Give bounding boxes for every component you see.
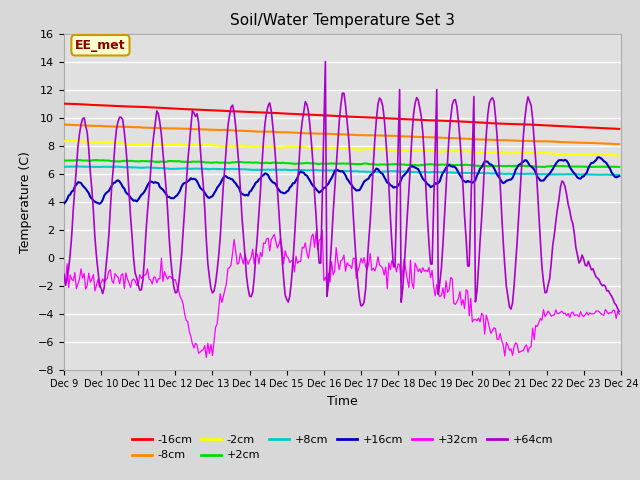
Y-axis label: Temperature (C): Temperature (C) bbox=[19, 151, 32, 252]
Title: Soil/Water Temperature Set 3: Soil/Water Temperature Set 3 bbox=[230, 13, 455, 28]
Text: EE_met: EE_met bbox=[75, 39, 126, 52]
X-axis label: Time: Time bbox=[327, 395, 358, 408]
Legend: -16cm, -8cm, -2cm, +2cm, +8cm, +16cm, +32cm, +64cm: -16cm, -8cm, -2cm, +2cm, +8cm, +16cm, +3… bbox=[127, 431, 557, 465]
